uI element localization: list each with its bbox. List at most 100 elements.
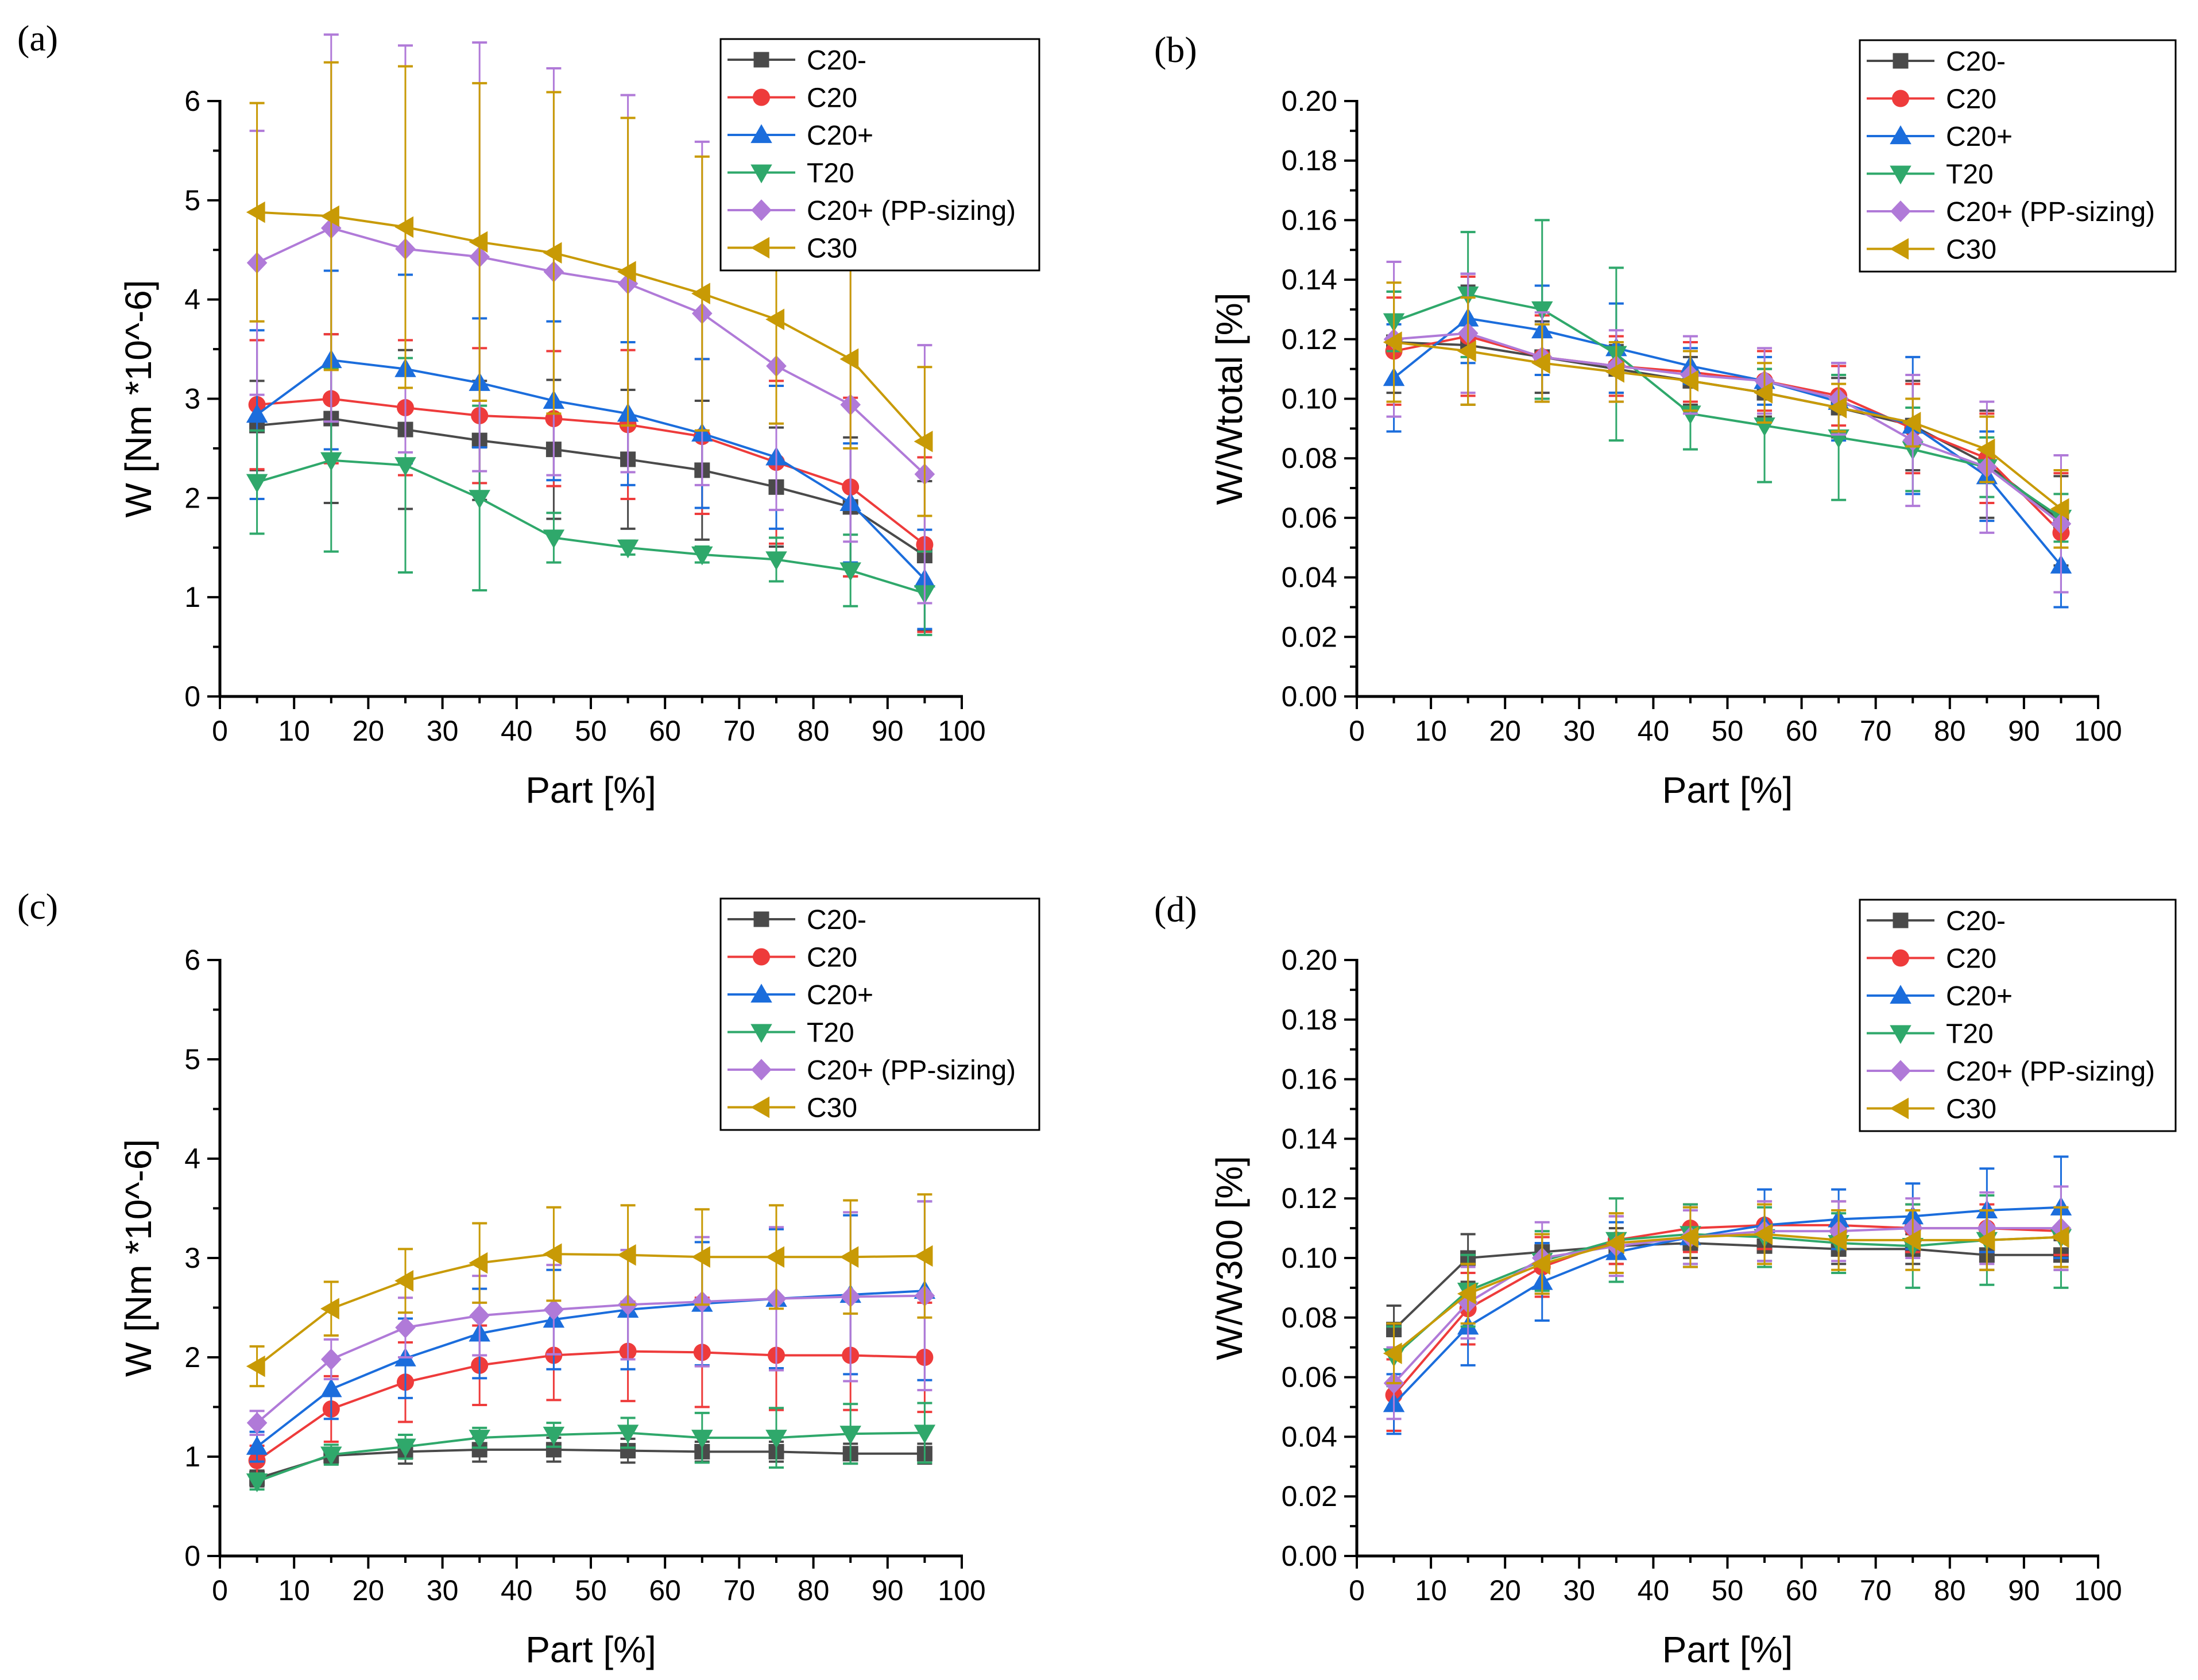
data-point — [1902, 412, 1921, 433]
legend-box — [719, 38, 1040, 272]
y-tick-label: 6 — [184, 85, 200, 117]
panel-label: (a) — [17, 18, 58, 59]
data-point — [1383, 1342, 1402, 1364]
x-tick-label: 0 — [212, 1574, 228, 1607]
legend-label: C20- — [1946, 906, 2006, 936]
y-tick-label: 0.08 — [1282, 442, 1337, 474]
series-C20 — [248, 333, 934, 633]
data-point — [617, 1244, 636, 1266]
series-C20 — [248, 1296, 934, 1477]
data-point — [914, 431, 933, 452]
y-tick-label: 4 — [184, 284, 200, 316]
y-tick-label: 0.16 — [1282, 204, 1337, 236]
data-point — [1457, 340, 1476, 362]
series-line — [1394, 335, 2062, 534]
series-C20- — [246, 269, 936, 630]
y-tick-label: 2 — [184, 1341, 200, 1373]
series-line — [256, 359, 926, 580]
y-tick-label: 0.14 — [1282, 264, 1337, 296]
panel-label: (c) — [17, 886, 58, 927]
x-tick-label: 100 — [2074, 715, 2122, 747]
series-C20-PP-sizing- — [246, 1200, 935, 1436]
legend-label: T20 — [1946, 160, 1994, 190]
y-axis-title: W [Nm *10^-6] — [118, 1139, 159, 1377]
data-point — [1828, 397, 1847, 419]
y-axis-title: W/W300 [%] — [1209, 1156, 1250, 1360]
series-C20- — [249, 333, 932, 632]
data-point — [395, 1317, 416, 1338]
data-point — [543, 1426, 565, 1446]
y-tick-label: 5 — [184, 184, 200, 216]
y-tick-label: 1 — [184, 1441, 200, 1473]
y-tick-label: 0.20 — [1282, 944, 1337, 976]
x-tick-label: 20 — [1489, 715, 1521, 747]
x-tick-label: 60 — [1786, 1574, 1818, 1607]
x-tick-label: 80 — [798, 715, 830, 747]
legend-label: C30 — [807, 234, 857, 264]
legend: C20- C20 C20+ T20 C20+ (PP-sizing) C30 — [719, 38, 1040, 272]
series-T20 — [246, 1402, 936, 1492]
legend-label: T20 — [807, 158, 854, 189]
data-point — [1605, 361, 1624, 383]
data-point — [320, 452, 342, 471]
data-point — [320, 1348, 342, 1371]
series-C20 — [1385, 275, 2070, 594]
data-point — [1605, 1232, 1624, 1254]
legend-marker — [750, 237, 770, 259]
legend-label: C20+ — [1946, 122, 2013, 152]
series-line — [257, 459, 925, 595]
data-point — [1976, 1229, 1995, 1251]
x-tick-label: 50 — [575, 1574, 607, 1607]
legend-marker — [1890, 1060, 1911, 1082]
series-line — [1394, 332, 2062, 525]
y-tick-label: 0.06 — [1282, 1361, 1337, 1393]
panel-label: (d) — [1154, 889, 1197, 930]
data-point — [394, 1438, 416, 1458]
y-tick-label: 3 — [184, 383, 200, 415]
legend-marker — [1893, 912, 1909, 928]
x-tick-label: 0 — [1349, 715, 1365, 747]
x-tick-label: 70 — [723, 715, 756, 747]
legend-marker — [751, 199, 772, 221]
x-tick-label: 10 — [278, 1574, 310, 1607]
data-point — [1754, 382, 1773, 404]
data-point — [1976, 438, 1995, 460]
legend-label: C20+ (PP-sizing) — [807, 196, 1016, 226]
data-point — [246, 1473, 268, 1492]
data-point — [543, 1299, 564, 1321]
legend-marker — [1890, 1025, 1911, 1044]
x-tick-label: 30 — [1563, 1574, 1595, 1607]
y-tick-label: 0.20 — [1282, 85, 1337, 117]
data-point — [2050, 498, 2069, 520]
series-C30 — [246, 61, 933, 517]
data-point — [914, 1245, 933, 1267]
legend-marker — [1890, 200, 1911, 222]
y-tick-label: 4 — [184, 1143, 200, 1175]
legend-marker — [750, 1096, 770, 1118]
x-tick-label: 20 — [353, 1574, 385, 1607]
data-point — [246, 1412, 268, 1434]
data-point — [1531, 352, 1550, 374]
x-tick-label: 50 — [1712, 715, 1744, 747]
y-tick-label: 0.14 — [1282, 1122, 1337, 1155]
series-C20- — [249, 1437, 932, 1488]
data-point — [839, 348, 859, 370]
data-point — [1680, 370, 1699, 392]
data-point — [1680, 1226, 1699, 1248]
legend-marker — [750, 984, 772, 1003]
series-C20- — [1383, 272, 2072, 609]
legend-marker — [750, 164, 772, 184]
series-line — [1393, 1242, 2061, 1330]
data-point — [469, 1304, 490, 1327]
x-tick-label: 100 — [938, 715, 985, 747]
legend-marker — [750, 124, 772, 144]
y-axis-title: W [Nm *10^-6] — [118, 280, 159, 517]
data-point — [1531, 301, 1553, 320]
y-tick-label: 0.10 — [1282, 1242, 1337, 1274]
legend-marker — [751, 1059, 772, 1081]
legend-label: C20+ (PP-sizing) — [1946, 1056, 2155, 1087]
data-point — [246, 1435, 268, 1455]
data-point — [765, 1246, 785, 1268]
series-C30 — [246, 1193, 933, 1388]
data-point — [246, 404, 268, 423]
